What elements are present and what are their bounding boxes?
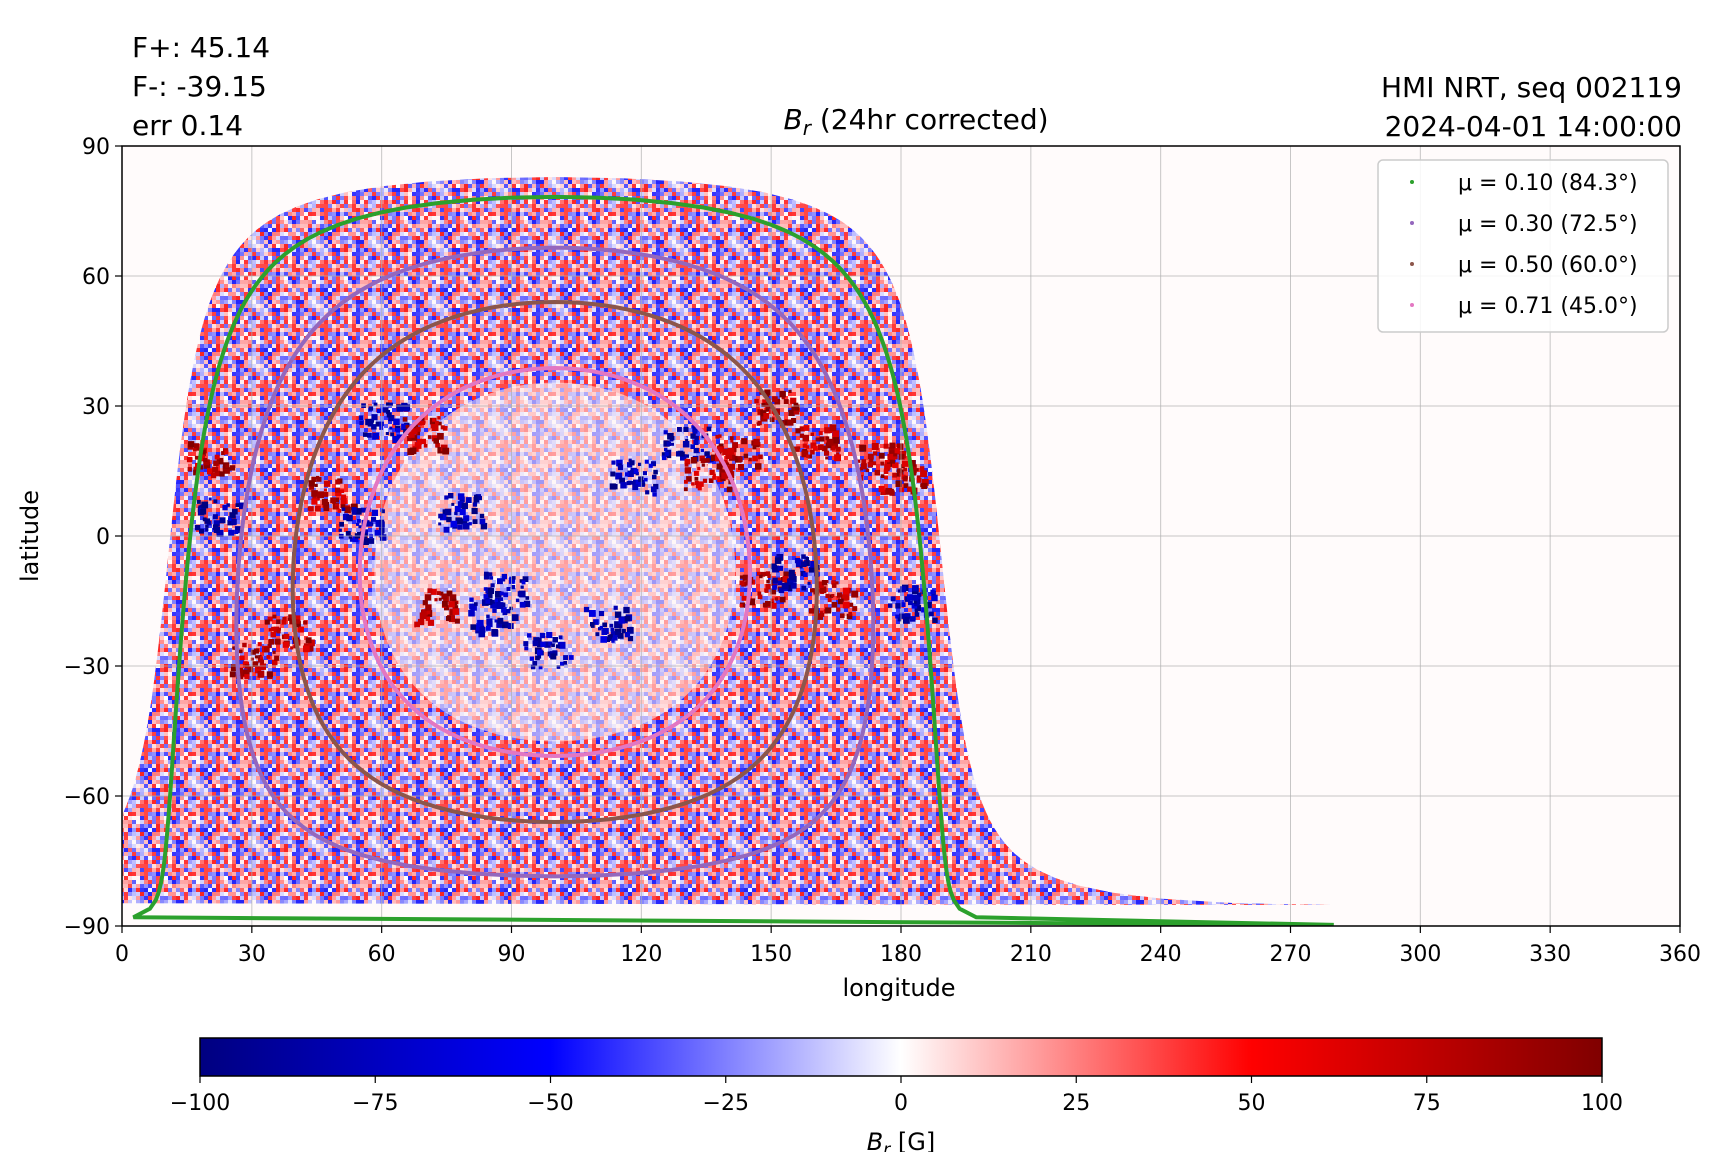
y-tick-label: −90: [64, 915, 110, 940]
active-region: [583, 605, 634, 643]
legend-marker: [1410, 303, 1414, 307]
mu-contour-1: [234, 245, 876, 879]
active-region: [888, 584, 938, 624]
legend-label: μ = 0.30 (72.5°): [1458, 212, 1638, 237]
legend-label: μ = 0.71 (45.0°): [1458, 294, 1638, 319]
active-region: [793, 424, 841, 462]
mu-contour-0: [132, 194, 1334, 926]
y-tick-label: 90: [82, 135, 110, 160]
x-axis-label: longitude: [842, 974, 955, 1002]
colorbar-tick-label: −25: [703, 1091, 749, 1116]
active-region: [402, 416, 450, 455]
active-region: [523, 632, 574, 670]
colorbar-tick-label: 50: [1238, 1091, 1266, 1116]
legend-marker: [1410, 180, 1414, 184]
flux-positive: F+: 45.14: [132, 31, 271, 64]
legend-label: μ = 0.50 (60.0°): [1458, 253, 1638, 278]
mu-contour-2: [290, 299, 819, 825]
legend-label: μ = 0.10 (84.3°): [1458, 171, 1638, 196]
active-region: [194, 497, 246, 537]
x-tick-label: 270: [1270, 942, 1312, 967]
flux-stats: F+: 45.14 F-: -39.15 err 0.14: [132, 28, 270, 145]
legend-marker: [1410, 262, 1414, 266]
x-tick-label: 210: [1010, 942, 1052, 967]
colorbar: −100 −75 −50 −25 0 25 50 75 100 Br [G]: [170, 1037, 1623, 1152]
flux-negative: F-: -39.15: [132, 70, 267, 103]
y-axis: 90 60 30 0 −30 −60 −90: [64, 135, 122, 940]
active-region: [438, 493, 488, 533]
colorbar-label: Br [G]: [867, 1128, 935, 1152]
x-tick-label: 0: [115, 942, 129, 967]
active-region: [229, 642, 280, 680]
chart-title: Br (24hr corrected): [783, 103, 1048, 140]
colorbar-tick-label: −100: [170, 1091, 230, 1116]
x-tick-label: 30: [238, 942, 266, 967]
y-axis-label: latitude: [16, 490, 44, 582]
y-tick-label: 0: [96, 525, 110, 550]
active-region: [414, 588, 460, 628]
x-tick-label: 60: [368, 942, 396, 967]
colorbar-tick-label: 25: [1062, 1091, 1090, 1116]
observation-info: HMI NRT, seq 002119 2024-04-01 14:00:00: [1381, 68, 1682, 146]
y-tick-label: −60: [64, 785, 110, 810]
legend-box: [1377, 159, 1669, 333]
x-tick-label: 150: [750, 942, 792, 967]
legend: μ = 0.10 (84.3°) μ = 0.30 (72.5°) μ = 0.50…: [1377, 159, 1669, 333]
y-tick-label: 60: [82, 265, 110, 290]
x-tick-label: 330: [1529, 942, 1571, 967]
observation-datetime: 2024-04-01 14:00:00: [1384, 110, 1682, 143]
legend-marker: [1410, 221, 1414, 225]
flux-error: err 0.14: [132, 109, 244, 142]
active-region: [808, 580, 859, 620]
active-region: [482, 571, 531, 609]
x-tick-label: 240: [1140, 942, 1182, 967]
x-tick-label: 300: [1399, 942, 1441, 967]
colorbar-tick-label: 100: [1581, 1091, 1623, 1116]
colorbar-tick-label: 75: [1413, 1091, 1441, 1116]
x-axis: 0 30 60 90 120 150 180 210 240 270 300 330 360: [115, 926, 1701, 967]
active-region: [186, 441, 236, 479]
colorbar-tick-label: −50: [527, 1091, 573, 1116]
x-tick-label: 120: [620, 942, 662, 967]
active-region: [307, 475, 358, 514]
colorbar-tick-label: −75: [352, 1091, 398, 1116]
x-tick-label: 180: [880, 942, 922, 967]
colorbar-gradient: [199, 1037, 1603, 1077]
colorbar-tick-label: 0: [894, 1091, 908, 1116]
mu-contour-3: [357, 365, 752, 759]
x-tick-label: 360: [1659, 942, 1701, 967]
mu-contours: [132, 194, 1334, 926]
instrument-label: HMI NRT, seq 002119: [1380, 71, 1682, 104]
x-tick-label: 90: [498, 942, 526, 967]
active-region: [468, 597, 519, 638]
y-tick-label: −30: [64, 655, 110, 680]
y-tick-label: 30: [82, 395, 110, 420]
